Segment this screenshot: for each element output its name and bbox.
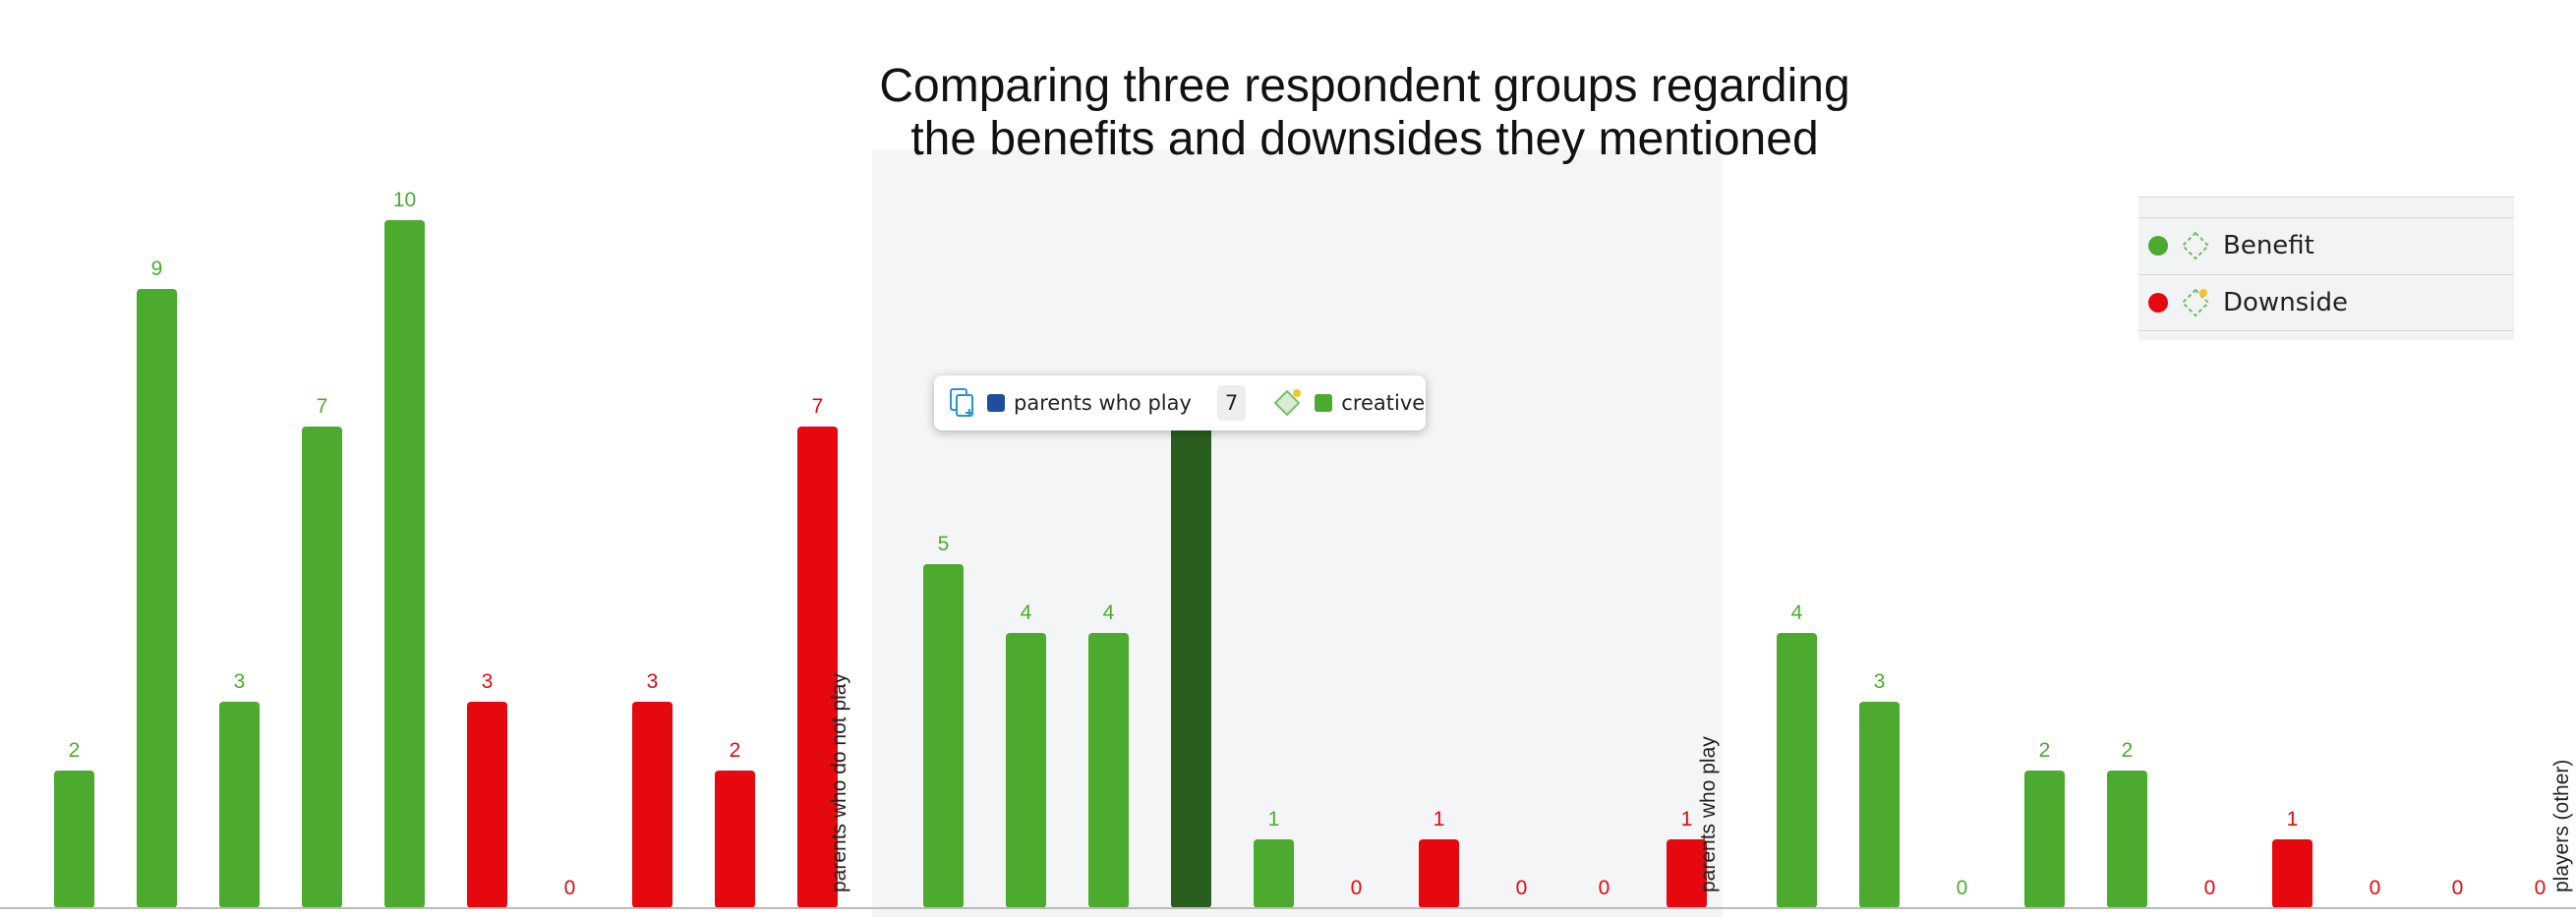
- bar-benefit[interactable]: [219, 702, 260, 908]
- data-label: 1: [1434, 808, 1445, 831]
- bar-benefit[interactable]: [54, 771, 94, 908]
- data-label: 3: [647, 670, 659, 693]
- data-label: 10: [393, 189, 416, 211]
- bar-benefit[interactable]: [923, 564, 964, 908]
- code-diamond-icon: [2181, 288, 2210, 317]
- bar-benefit[interactable]: [1777, 633, 1817, 908]
- legend-item-benefit[interactable]: Benefit: [2138, 217, 2514, 273]
- group-label: parents who do not play: [828, 673, 850, 892]
- tooltip-count: 7: [1216, 385, 1247, 421]
- data-label: 2: [69, 739, 81, 762]
- data-label: 0: [1516, 877, 1528, 899]
- bar-benefit[interactable]: [137, 289, 177, 908]
- data-label: 0: [2370, 877, 2381, 899]
- data-label: 0: [564, 877, 576, 899]
- data-label: 9: [151, 258, 163, 280]
- legend-label-downside: Downside: [2223, 288, 2348, 317]
- data-label: 0: [1957, 877, 1968, 899]
- benefit-color-dot: [2148, 236, 2168, 256]
- data-label: 1: [2287, 808, 2299, 831]
- bar-benefit[interactable]: [2024, 771, 2065, 908]
- bar-downside[interactable]: [2272, 839, 2313, 908]
- data-label: 2: [730, 739, 741, 762]
- data-label: 0: [2204, 877, 2216, 899]
- downside-color-dot: [2148, 293, 2168, 313]
- bar-downside[interactable]: [632, 702, 673, 908]
- code-diamond-icon: [2181, 231, 2210, 260]
- highlight-panel: [872, 149, 1723, 917]
- group-label: parents who play: [1697, 736, 1720, 892]
- bar-benefit[interactable]: [1859, 702, 1900, 908]
- legend-label-benefit: Benefit: [2223, 231, 2314, 260]
- bar-benefit[interactable]: [1171, 427, 1211, 908]
- data-label: 0: [2452, 877, 2464, 899]
- bar-benefit[interactable]: [384, 220, 425, 908]
- data-label: 2: [2122, 739, 2134, 762]
- bar-benefit[interactable]: [302, 427, 342, 908]
- bar-benefit[interactable]: [2107, 771, 2147, 908]
- legend: Benefit Downside: [2138, 197, 2514, 340]
- document-group-icon: [950, 388, 973, 417]
- data-label: 2: [2039, 739, 2051, 762]
- chart-title-line-1: Comparing three respondent groups regard…: [879, 60, 1849, 112]
- data-label: 7: [812, 395, 824, 418]
- bar-downside[interactable]: [1667, 839, 1707, 908]
- bar-benefit[interactable]: [1254, 839, 1294, 908]
- bar-downside[interactable]: [797, 427, 838, 908]
- legend-item-downside[interactable]: Downside: [2138, 274, 2514, 331]
- data-label: 1: [1268, 808, 1280, 831]
- data-label: 1: [1681, 808, 1693, 831]
- data-label: 0: [1599, 877, 1610, 899]
- data-label: 0: [2535, 877, 2547, 899]
- code-color: [1315, 394, 1333, 412]
- data-label: 4: [1791, 602, 1803, 624]
- data-label: 0: [1351, 877, 1363, 899]
- bar-downside[interactable]: [467, 702, 507, 908]
- data-label: 3: [1874, 670, 1886, 693]
- bar-downside[interactable]: [715, 771, 755, 908]
- bar-downside[interactable]: [1419, 839, 1459, 908]
- data-label: 3: [234, 670, 246, 693]
- tooltip-code: creative: [1341, 391, 1426, 415]
- data-label: 7: [317, 395, 328, 418]
- bar-tooltip: parents who play 7 creative: [934, 375, 1426, 430]
- data-label: 4: [1021, 602, 1032, 624]
- data-label: 5: [938, 533, 950, 555]
- chart-title-line-2: the benefits and downsides they mentione…: [910, 113, 1818, 165]
- data-label: 3: [482, 670, 494, 693]
- tooltip-document-group: parents who play: [1014, 391, 1192, 415]
- bar-benefit[interactable]: [1088, 633, 1129, 908]
- group-label: players (other): [2550, 760, 2573, 892]
- data-label: 4: [1103, 602, 1115, 624]
- code-diamond-icon: [1273, 389, 1302, 417]
- bar-benefit[interactable]: [1006, 633, 1046, 908]
- document-group-color: [987, 394, 1005, 412]
